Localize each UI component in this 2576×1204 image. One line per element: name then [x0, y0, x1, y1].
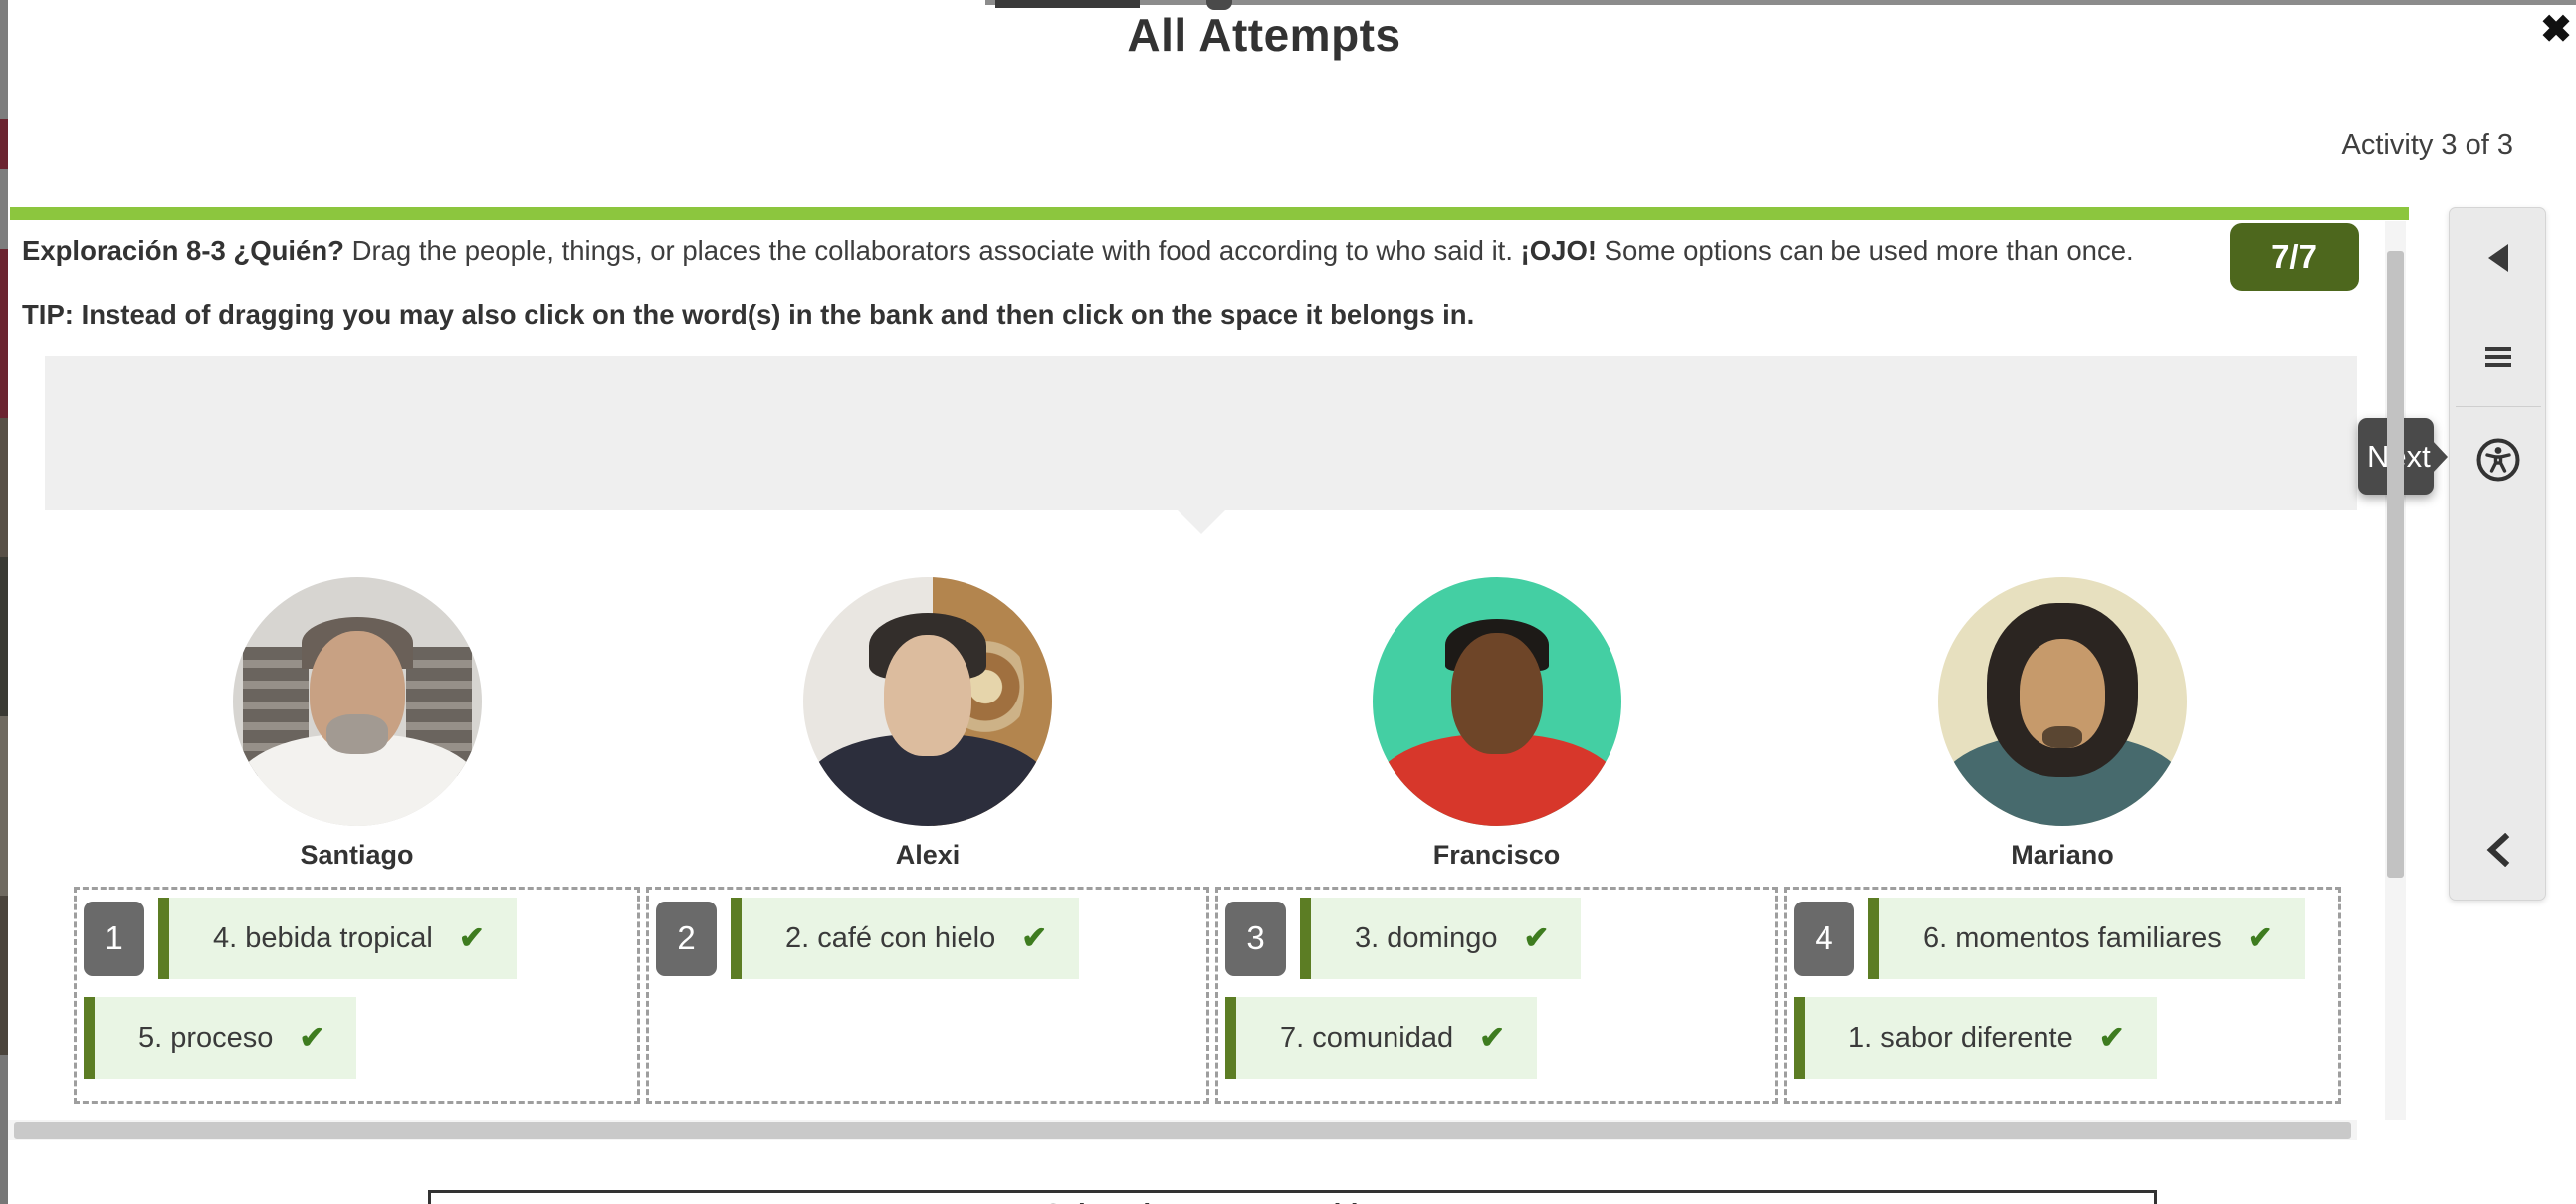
person-column-francisco: Francisco 3 3. domingo ✔ 7. comunidad ✔	[1215, 553, 1778, 1104]
activity-instruction: Exploración 8-3 ¿Quién? Drag the people,…	[22, 232, 2202, 269]
accessibility-icon	[2476, 438, 2520, 482]
next-tooltip-arrow	[2432, 440, 2448, 474]
answer-chip[interactable]: 2. café con hielo ✔	[731, 898, 1080, 979]
answer-row: 5. proceso ✔	[84, 997, 631, 1079]
background-page-edge	[0, 0, 8, 1204]
page-title: All Attempts	[1127, 9, 1401, 61]
answer-chip[interactable]: 1. sabor diferente ✔	[1794, 997, 2157, 1079]
horizontal-scrollbar-thumb[interactable]	[14, 1122, 2351, 1139]
progress-bar	[10, 207, 2409, 220]
answer-chip[interactable]: 6. momentos familiares ✔	[1868, 898, 2305, 979]
correct-check-icon: ✔	[2247, 920, 2273, 955]
instruction-tail: Some options can be used more than once.	[1604, 235, 2134, 266]
score-badge: 7/7	[2230, 223, 2359, 291]
menu-icon	[2485, 347, 2511, 367]
side-tool-panel	[2449, 207, 2546, 901]
background-page-top-bump	[1206, 0, 1232, 10]
background-page-top-edge	[985, 0, 2576, 5]
instruction-title: Exploración 8-3 ¿Quién?	[22, 235, 344, 266]
correct-check-icon: ✔	[1523, 920, 1550, 955]
answer-chip[interactable]: 3. domingo ✔	[1300, 898, 1582, 979]
person-column-santiago: Santiago 1 4. bebida tropical ✔ 5. proce…	[74, 553, 640, 1104]
drop-zone-4[interactable]: 4 6. momentos familiares ✔ 1. sabor dife…	[1784, 887, 2341, 1104]
avatar-santiago	[232, 577, 482, 826]
answer-row: 2 2. café con hielo ✔	[656, 898, 1200, 979]
previous-button[interactable]	[2450, 244, 2547, 272]
correct-check-icon: ✔	[1479, 1020, 1506, 1055]
person-name: Francisco	[1432, 840, 1561, 870]
zone-number-badge: 4	[1794, 901, 1854, 976]
zone-number-badge: 2	[656, 901, 717, 976]
accessibility-button[interactable]	[2450, 437, 2547, 483]
instruction-body: Drag the people, things, or places the c…	[351, 235, 1513, 266]
activity-counter: Activity 3 of 3	[2341, 129, 2513, 161]
word-bank[interactable]	[45, 356, 2357, 510]
answer-label: 7. comunidad	[1280, 1021, 1454, 1054]
attempt-select-prompt: Select the attempt at this assessment	[431, 1198, 2154, 1204]
drop-zone-1[interactable]: 1 4. bebida tropical ✔ 5. proceso ✔	[74, 887, 640, 1104]
correct-check-icon: ✔	[1021, 920, 1048, 955]
answer-label: 6. momentos familiares	[1923, 921, 2222, 954]
answer-label: 2. café con hielo	[785, 921, 996, 954]
people-row: Santiago 1 4. bebida tropical ✔ 5. proce…	[74, 553, 2347, 1104]
person-name: Santiago	[300, 840, 414, 870]
avatar-alexi	[803, 577, 1052, 826]
person-name: Alexi	[895, 840, 961, 870]
answer-row: 1 4. bebida tropical ✔	[84, 898, 631, 979]
answer-row: 3 3. domingo ✔	[1225, 898, 1769, 979]
answer-label: 3. domingo	[1355, 921, 1498, 954]
avatar-mariano	[1938, 577, 2187, 826]
answer-label: 4. bebida tropical	[213, 921, 433, 954]
answer-chip[interactable]: 4. bebida tropical ✔	[158, 898, 517, 979]
answer-chip[interactable]: 5. proceso ✔	[84, 997, 357, 1079]
drop-zone-3[interactable]: 3 3. domingo ✔ 7. comunidad ✔	[1215, 887, 1778, 1104]
previous-icon	[2488, 244, 2508, 272]
person-name: Mariano	[2011, 840, 2114, 870]
zone-number-badge: 3	[1225, 901, 1286, 976]
answer-label: 1. sabor diferente	[1848, 1021, 2073, 1054]
answer-row: 4 6. momentos familiares ✔	[1794, 898, 2332, 979]
panel-divider	[2456, 406, 2541, 407]
menu-button[interactable]	[2450, 347, 2547, 367]
collapse-panel-button[interactable]	[2450, 833, 2547, 867]
tip-text: TIP: Instead of dragging you may also cl…	[22, 300, 1475, 330]
person-column-mariano: Mariano 4 6. momentos familiares ✔ 1. sa…	[1784, 553, 2341, 1104]
answer-label: 5. proceso	[138, 1021, 274, 1054]
drop-zone-2[interactable]: 2 2. café con hielo ✔	[646, 887, 1209, 1104]
attempt-select-box: Select the attempt at this assessment	[428, 1190, 2157, 1204]
word-bank-notch	[1178, 510, 1225, 534]
person-column-alexi: Alexi 2 2. café con hielo ✔	[646, 553, 1209, 1104]
answer-row: 7. comunidad ✔	[1225, 997, 1769, 1079]
correct-check-icon: ✔	[299, 1020, 325, 1055]
correct-check-icon: ✔	[458, 920, 485, 955]
zone-number-badge: 1	[84, 901, 144, 976]
chevron-left-icon	[2486, 833, 2510, 867]
instruction-emphasis: ¡OJO!	[1520, 235, 1597, 266]
background-page-top-fragment	[995, 0, 1140, 8]
correct-check-icon: ✔	[2098, 1020, 2125, 1055]
avatar-francisco	[1372, 577, 1621, 826]
close-icon[interactable]: ✖	[2540, 9, 2572, 51]
answer-row: 1. sabor diferente ✔	[1794, 997, 2332, 1079]
vertical-scrollbar-thumb[interactable]	[2387, 251, 2404, 878]
answer-chip[interactable]: 7. comunidad ✔	[1225, 997, 1538, 1079]
